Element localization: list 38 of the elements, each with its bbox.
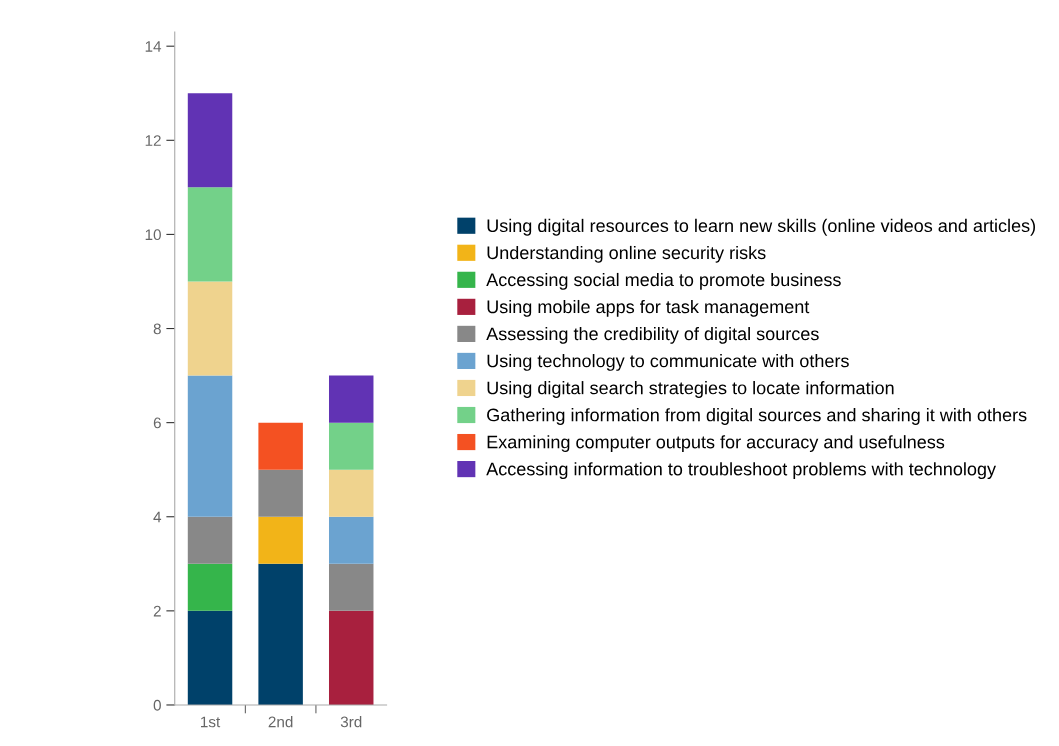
legend-label: Accessing social media to promote business	[486, 272, 841, 290]
x-tick-label: 1st	[201, 716, 221, 728]
y-tick-label: 10	[145, 229, 161, 241]
y-tick-label: 4	[153, 511, 162, 523]
bar	[187, 516, 233, 564]
bar	[329, 610, 374, 705]
y-tick-label: 12	[145, 135, 161, 146]
legend-label: Using digital resources to learn new skills (online videos and articles)	[487, 218, 1036, 236]
bar	[258, 563, 303, 705]
bar	[187, 93, 233, 188]
x-tick-label: 2nd	[268, 716, 293, 728]
bar	[187, 375, 233, 517]
x-tick-label: 3rd	[340, 716, 362, 728]
legend-label: Using technology to communicate with others	[487, 354, 849, 371]
bar	[187, 187, 233, 282]
bar	[187, 281, 233, 376]
legend-label: Using digital search strategies to locate information	[487, 381, 894, 398]
bar	[187, 610, 233, 705]
bar	[329, 516, 374, 564]
bar	[329, 563, 374, 611]
y-tick-label: 0	[153, 699, 161, 711]
legend-label: Using mobile apps for task management	[487, 299, 810, 317]
bar	[258, 469, 303, 517]
legend-label: Examining computer outputs for accuracy and usefulness	[487, 435, 945, 452]
y-tick-label: 6	[153, 417, 161, 429]
legend-label: Assessing the credibility of digital sources	[486, 326, 819, 344]
bar	[329, 469, 374, 517]
y-tick-label: 14	[145, 41, 162, 52]
y-tick-label: 2	[153, 605, 161, 617]
bar	[329, 375, 374, 423]
bar	[187, 563, 233, 611]
bar	[258, 422, 303, 470]
legend-label: Gathering information from digital sources and sharing it with others	[487, 408, 1027, 425]
legend-label: Accessing information to troubleshoot problems with technology	[486, 462, 996, 480]
legend-label: Understanding online security risks	[487, 245, 766, 263]
bar	[258, 516, 303, 564]
y-tick-label: 8	[153, 323, 161, 335]
bar	[329, 422, 374, 470]
